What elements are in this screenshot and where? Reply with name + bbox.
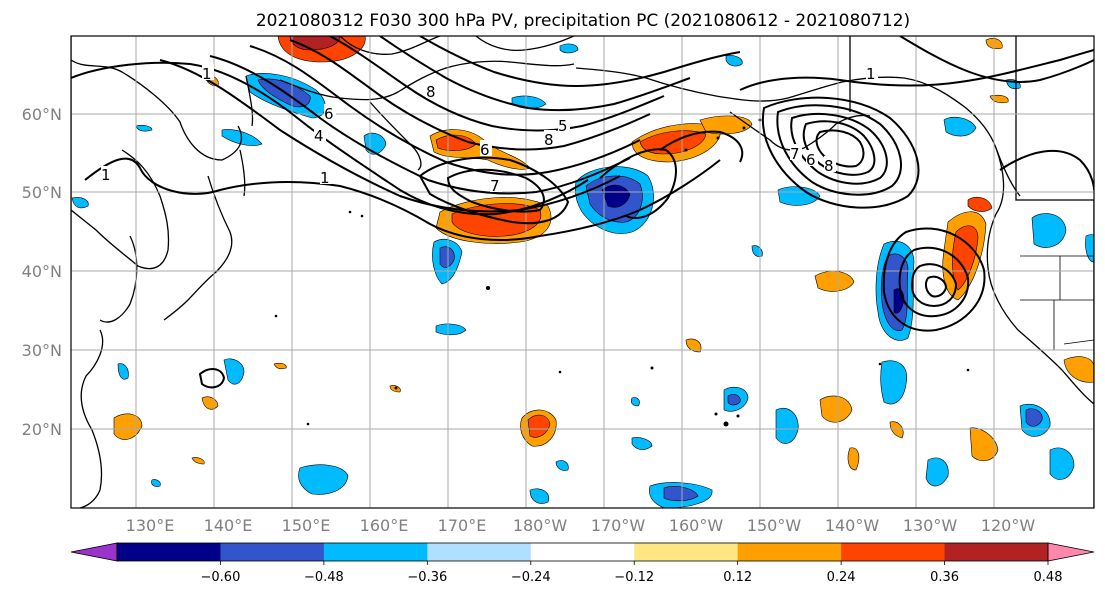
latitude-labels: 20°N 30°N 40°N 50°N 60°N xyxy=(22,105,62,439)
colorbar-tick-label: −0.60 xyxy=(201,570,241,585)
pv-contour-mid-loop xyxy=(418,156,570,225)
longitude-labels: 130°E 140°E 150°E 160°E 170°E 180°W 170°W 160°W… xyxy=(126,516,1036,535)
coastline-north-america xyxy=(986,147,1094,508)
pv-label-4: 4 xyxy=(314,127,324,145)
colorbar-tick-label: −0.36 xyxy=(407,570,447,585)
colorbar-bin xyxy=(220,543,325,561)
pv-contour-loop-gulf-1 xyxy=(761,96,920,209)
pv-contour-band-a xyxy=(159,59,621,213)
coastline-alaska-panhandle xyxy=(849,36,1094,201)
lon-label: 140°E xyxy=(204,516,253,535)
lat-label: 20°N xyxy=(22,420,62,439)
colorbar-bin xyxy=(944,543,1049,561)
colorbar-frame xyxy=(116,542,1049,562)
gridlines xyxy=(71,36,1094,508)
pv-contour-1-west xyxy=(84,157,721,241)
colorbar-tick-label: 0.48 xyxy=(1034,570,1063,585)
colorbar-tick-label: −0.24 xyxy=(511,570,551,585)
colorbar-extend-high xyxy=(1047,542,1095,562)
pv-label-1-nw: 1 xyxy=(202,65,212,83)
colorbar-tick-label: −0.48 xyxy=(304,570,344,585)
pv-label-5: 5 xyxy=(558,117,568,135)
pv-contour-cutoff-mid xyxy=(898,246,970,318)
lat-label: 30°N xyxy=(22,341,62,360)
pv-contour-labels: 1 1 1 4 5 6 7 8 8 6 1 7 6 8 xyxy=(101,64,878,195)
pv-label-8-north: 8 xyxy=(426,83,436,101)
pv-contours xyxy=(71,36,1094,389)
colorbar-tick-label: −0.12 xyxy=(614,570,654,585)
coastline-east-asia xyxy=(71,36,243,508)
pv-contour-upper xyxy=(419,36,741,88)
lat-label: 40°N xyxy=(22,262,62,281)
lon-label: 120°W xyxy=(981,516,1036,535)
pv-label-7-gulf: 7 xyxy=(790,145,800,163)
lon-label: 170°W xyxy=(591,516,646,535)
colorbar-tick-label: 0.24 xyxy=(827,570,856,585)
lat-label: 60°N xyxy=(22,105,62,124)
figure-title: 2021080312 F030 300 hPa PV, precipitatio… xyxy=(256,11,910,31)
pv-contour-north-gulf xyxy=(739,49,1094,91)
lon-label: 150°E xyxy=(282,516,331,535)
pv-contour-band-b xyxy=(209,55,631,195)
colorbar-bin xyxy=(427,543,532,561)
lon-label: 160°W xyxy=(669,516,724,535)
pv-contour-loop-gulf-5 xyxy=(815,129,865,168)
lat-label: 50°N xyxy=(22,183,62,202)
lon-label: 140°W xyxy=(825,516,880,535)
lon-label: 150°W xyxy=(747,516,802,535)
pv-label-1-gulf: 1 xyxy=(866,65,876,83)
pv-contour-band-f xyxy=(379,36,691,112)
colorbar: −0.60 −0.48 −0.36 −0.24 −0.12 0.12 0.24 0.36 0.4… xyxy=(70,542,1095,585)
lon-label: 160°E xyxy=(360,516,409,535)
coastline-japan xyxy=(163,149,246,321)
pv-contour-trough-west xyxy=(599,148,677,219)
colorbar-bin xyxy=(634,543,739,561)
pv-label-6-gulf: 6 xyxy=(806,151,816,169)
colorbar-bin xyxy=(117,543,221,561)
pv-contour-loop-gulf-2 xyxy=(776,104,902,196)
pv-contour-trough-kink xyxy=(659,130,744,163)
pv-label-8-gulf: 8 xyxy=(824,157,834,175)
colorbar-tick-label: 0.36 xyxy=(930,570,959,585)
pv-contour-band-e xyxy=(329,36,665,132)
lon-label: 130°E xyxy=(126,516,175,535)
colorbar-tick-label: 0.12 xyxy=(723,570,752,585)
pv-contour-ne-edge xyxy=(899,36,1094,83)
pv-label-1-mid: 1 xyxy=(320,169,330,187)
borders-us-states xyxy=(1020,255,1094,350)
pv-label-1-west: 1 xyxy=(101,166,111,184)
map-frame xyxy=(70,35,1095,509)
pv-contour-cutoff-core xyxy=(924,275,948,298)
colorbar-extend-low xyxy=(70,542,118,562)
map-area: 1 1 1 4 5 6 7 8 8 6 1 7 6 8 xyxy=(71,36,1094,508)
colorbar-bin xyxy=(737,543,842,561)
lon-label: 170°E xyxy=(438,516,487,535)
pv-contour-cutoff-inner xyxy=(910,263,958,308)
pv-label-6-kam: 6 xyxy=(324,105,334,123)
lon-label: 130°W xyxy=(903,516,958,535)
pv-contour-band-d xyxy=(289,39,651,151)
colorbar-bin xyxy=(841,543,946,561)
pv-contour-asia-loop xyxy=(198,368,226,389)
pv-label-8: 8 xyxy=(544,131,554,149)
coastline-chukotka xyxy=(475,36,575,52)
pv-label-7: 7 xyxy=(490,177,500,195)
pv-label-6: 6 xyxy=(480,141,490,159)
colorbar-bin xyxy=(530,543,635,561)
pv-contour-mid-loop-2 xyxy=(446,168,545,213)
pv-contour-loop-gulf-3 xyxy=(790,113,888,185)
coastline-alaska xyxy=(575,67,1021,197)
lon-label: 180°W xyxy=(513,516,568,535)
pv-contour-cutoff-outer xyxy=(882,227,986,332)
colorbar-bin xyxy=(323,543,428,561)
